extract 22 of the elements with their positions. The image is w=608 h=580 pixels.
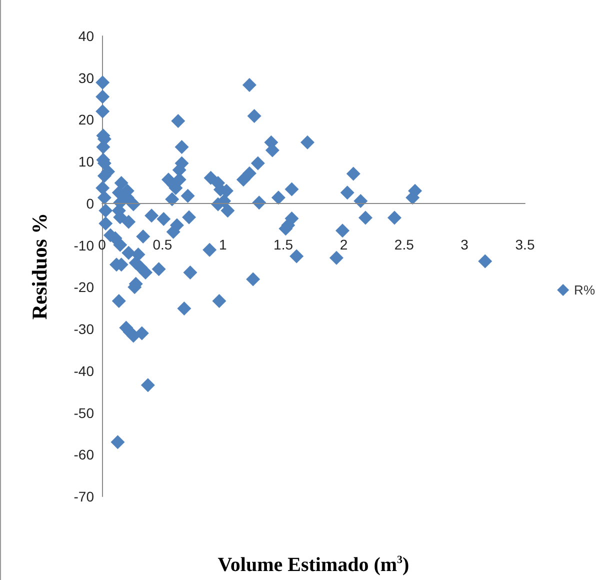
x-tick-label: 3.5: [515, 236, 535, 252]
y-tick-label: 40: [78, 28, 94, 44]
y-tick-label: -50: [74, 404, 94, 421]
legend-label: R%: [574, 282, 596, 298]
y-tick-label: 0: [86, 195, 94, 212]
x-tick-label: 1.5: [274, 236, 294, 252]
y-tick-label: 20: [78, 112, 94, 128]
y-tick-label: -10: [74, 237, 94, 254]
y-axis-title: Residuos %: [28, 212, 52, 320]
y-tick-label: -30: [74, 321, 94, 338]
x-tick-label: 3: [460, 236, 469, 252]
x-tick-label: 0: [98, 236, 106, 252]
x-tick-label: 2: [340, 236, 348, 252]
x-tick-label: 0.5: [152, 236, 172, 252]
y-tick-label: -40: [74, 362, 94, 379]
y-tick-label: -60: [74, 446, 94, 463]
y-tick-label: 10: [78, 154, 94, 170]
x-tick-label: 1: [218, 236, 227, 252]
y-tick-label: -20: [74, 279, 94, 296]
y-tick-label: 30: [78, 70, 94, 86]
y-tick-label: -70: [74, 488, 94, 504]
x-tick-label: 2.5: [394, 236, 414, 252]
